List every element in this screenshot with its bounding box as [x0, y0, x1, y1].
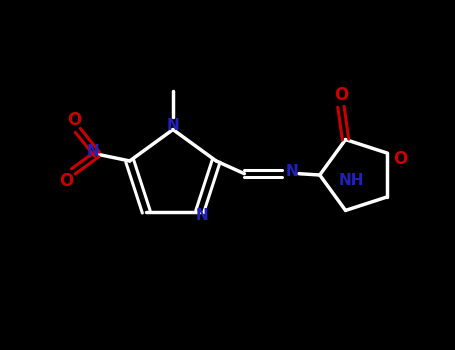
- Text: N: N: [167, 118, 179, 133]
- Text: O: O: [67, 112, 81, 130]
- Text: N: N: [87, 144, 100, 159]
- Text: O: O: [60, 173, 74, 190]
- Text: O: O: [393, 149, 407, 168]
- Text: N: N: [196, 208, 208, 223]
- Text: NH: NH: [339, 173, 364, 188]
- Text: O: O: [334, 86, 348, 104]
- Text: N: N: [285, 164, 298, 179]
